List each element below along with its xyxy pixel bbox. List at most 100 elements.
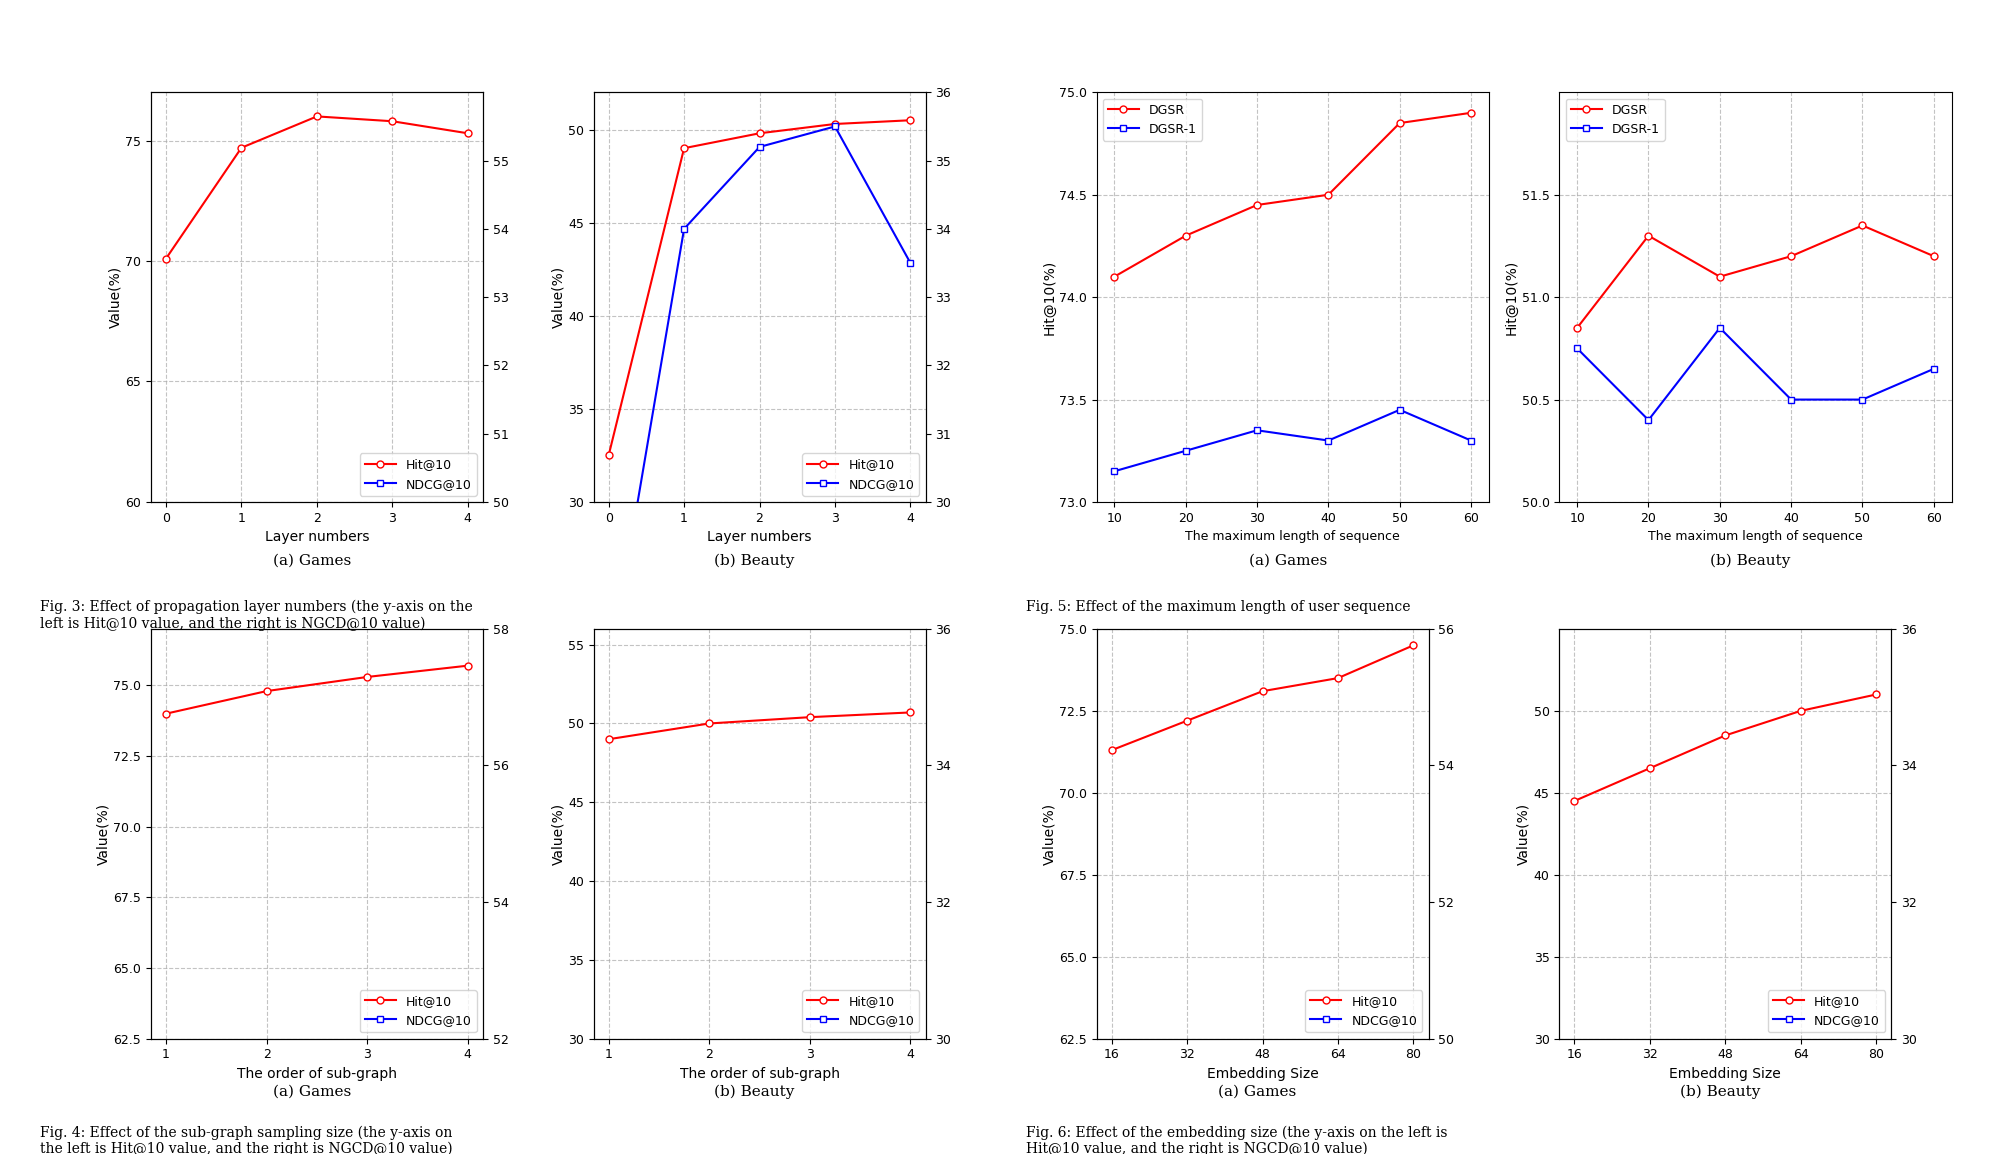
Hit@10 — [1175, 714, 1199, 728]
Text: (b) Beauty: (b) Beauty — [714, 1085, 795, 1099]
Text: (a) Games: (a) Games — [274, 1085, 350, 1099]
Line: Hit@10: Hit@10 — [163, 662, 471, 717]
Legend: Hit@10, NDCG@10: Hit@10, NDCG@10 — [1306, 990, 1422, 1033]
NDCG@10 — [897, 256, 921, 270]
Legend: DGSR, DGSR-1: DGSR, DGSR-1 — [1103, 98, 1201, 141]
DGSR-1 — [1565, 342, 1589, 355]
NDCG@10 — [596, 666, 620, 680]
Line: DGSR: DGSR — [1111, 110, 1475, 280]
Text: Fig. 6: Effect of the embedding size (the y-axis on the left is
Hit@10 value, an: Fig. 6: Effect of the embedding size (th… — [1026, 1125, 1447, 1154]
DGSR — [1459, 106, 1483, 120]
Legend: Hit@10, NDCG@10: Hit@10, NDCG@10 — [1769, 990, 1885, 1033]
Hit@10 — [153, 706, 177, 720]
Text: Fig. 3: Effect of propagation layer numbers (the y-axis on the
left is Hit@10 va: Fig. 3: Effect of propagation layer numb… — [40, 600, 473, 631]
Hit@10 — [1789, 704, 1813, 718]
X-axis label: The order of sub-graph: The order of sub-graph — [680, 1067, 839, 1081]
DGSR-1 — [1921, 362, 1946, 376]
DGSR — [1173, 228, 1197, 242]
DGSR-1 — [1245, 424, 1270, 437]
Hit@10 — [455, 127, 479, 141]
Y-axis label: Value(%): Value(%) — [551, 267, 565, 328]
DGSR-1 — [1103, 464, 1127, 478]
Y-axis label: Value(%): Value(%) — [551, 803, 565, 864]
DGSR-1 — [1459, 434, 1483, 448]
Text: (a) Games: (a) Games — [274, 554, 350, 568]
Hit@10 — [304, 110, 328, 123]
Y-axis label: Value(%): Value(%) — [1042, 803, 1056, 864]
DGSR-1 — [1173, 444, 1197, 458]
Line: Hit@10: Hit@10 — [606, 709, 913, 743]
X-axis label: The order of sub-graph: The order of sub-graph — [237, 1067, 396, 1081]
Text: (b) Beauty: (b) Beauty — [1680, 1085, 1760, 1099]
NDCG@10 — [746, 140, 771, 153]
Hit@10 — [1400, 638, 1424, 652]
Hit@10 — [229, 141, 254, 155]
DGSR-1 — [1708, 321, 1732, 335]
Hit@10 — [1561, 794, 1585, 808]
Line: Hit@10: Hit@10 — [1109, 642, 1416, 754]
Text: (a) Games: (a) Games — [1249, 554, 1326, 568]
Y-axis label: Value(%): Value(%) — [97, 803, 111, 864]
Hit@10 — [1326, 672, 1350, 685]
Line: DGSR-1: DGSR-1 — [1573, 324, 1938, 424]
Hit@10 — [153, 252, 177, 265]
Hit@10 — [455, 659, 479, 673]
X-axis label: Embedding Size: Embedding Size — [1670, 1067, 1781, 1081]
DGSR-1 — [1851, 392, 1875, 406]
Hit@10 — [897, 113, 921, 127]
NDCG@10 — [1561, 451, 1585, 465]
Hit@10 — [1101, 743, 1125, 757]
Hit@10 — [1863, 688, 1887, 702]
Y-axis label: Hit@10(%): Hit@10(%) — [1042, 260, 1056, 335]
NDCG@10 — [1712, 110, 1736, 123]
Hit@10 — [596, 733, 620, 747]
Hit@10 — [1251, 684, 1276, 698]
Text: Fig. 5: Effect of the maximum length of user sequence: Fig. 5: Effect of the maximum length of … — [1026, 600, 1410, 614]
DGSR — [1103, 270, 1127, 284]
Line: NDCG@10: NDCG@10 — [1571, 0, 1879, 462]
Hit@10 — [696, 717, 720, 730]
Text: (a) Games: (a) Games — [1219, 1085, 1296, 1099]
NDCG@10 — [596, 42, 620, 55]
DGSR-1 — [1779, 392, 1803, 406]
X-axis label: Layer numbers: Layer numbers — [708, 531, 811, 545]
X-axis label: The maximum length of sequence: The maximum length of sequence — [1648, 531, 1863, 544]
DGSR — [1708, 270, 1732, 284]
DGSR-1 — [1316, 434, 1340, 448]
Legend: DGSR, DGSR-1: DGSR, DGSR-1 — [1565, 98, 1664, 141]
Line: Hit@10: Hit@10 — [606, 117, 913, 459]
DGSR-1 — [1636, 413, 1660, 427]
X-axis label: Layer numbers: Layer numbers — [266, 531, 368, 545]
X-axis label: Embedding Size: Embedding Size — [1207, 1067, 1318, 1081]
Y-axis label: Hit@10(%): Hit@10(%) — [1505, 260, 1519, 335]
Text: (b) Beauty: (b) Beauty — [714, 554, 795, 568]
DGSR — [1565, 321, 1589, 335]
DGSR — [1921, 249, 1946, 263]
Hit@10 — [797, 710, 821, 724]
DGSR — [1316, 188, 1340, 202]
Line: DGSR-1: DGSR-1 — [1111, 406, 1475, 474]
NDCG@10 — [823, 120, 847, 134]
Y-axis label: Value(%): Value(%) — [109, 267, 123, 328]
Legend: Hit@10, NDCG@10: Hit@10, NDCG@10 — [360, 454, 477, 496]
NDCG@10 — [672, 222, 696, 235]
Hit@10 — [672, 141, 696, 155]
Hit@10 — [823, 117, 847, 130]
Text: Fig. 4: Effect of the sub-graph sampling size (the y-axis on
the left is Hit@10 : Fig. 4: Effect of the sub-graph sampling… — [40, 1125, 453, 1154]
DGSR-1 — [1388, 403, 1412, 417]
Hit@10 — [354, 670, 378, 684]
Line: DGSR: DGSR — [1573, 222, 1938, 331]
NDCG@10 — [1789, 0, 1813, 8]
DGSR — [1851, 218, 1875, 232]
Hit@10 — [596, 449, 620, 463]
Hit@10 — [746, 127, 771, 141]
Hit@10 — [897, 705, 921, 719]
DGSR — [1245, 198, 1270, 212]
Hit@10 — [1638, 762, 1662, 775]
Text: (b) Beauty: (b) Beauty — [1710, 554, 1791, 568]
Legend: Hit@10, NDCG@10: Hit@10, NDCG@10 — [803, 454, 919, 496]
X-axis label: The maximum length of sequence: The maximum length of sequence — [1185, 531, 1400, 544]
NDCG@10 — [1638, 280, 1662, 294]
Hit@10 — [380, 114, 404, 128]
DGSR — [1636, 228, 1660, 242]
